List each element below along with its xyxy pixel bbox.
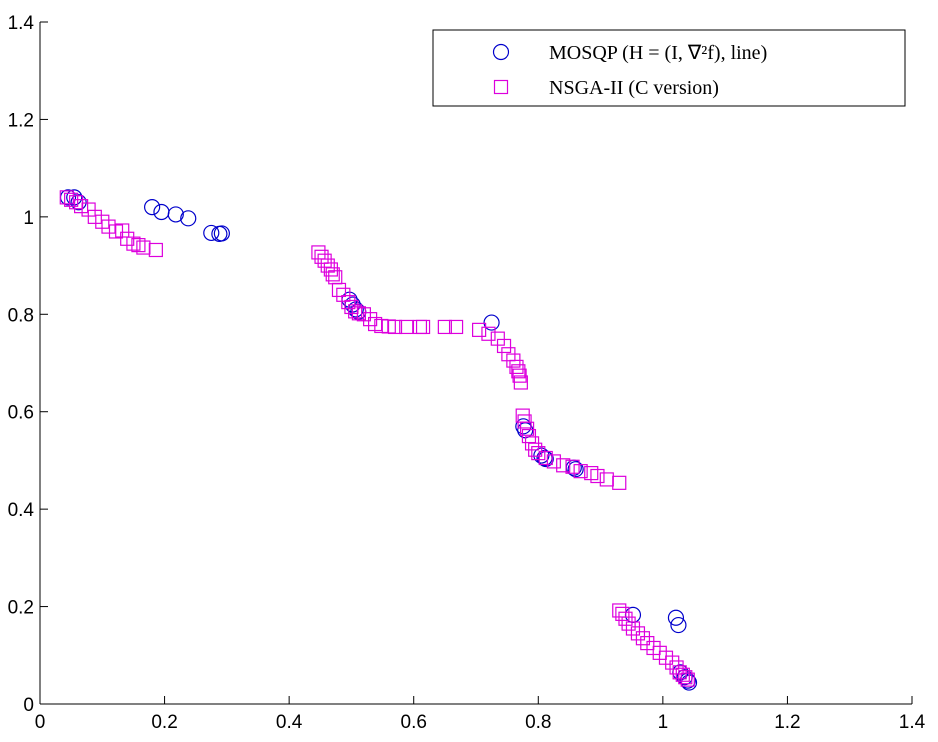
y-tick-label: 0 xyxy=(23,695,34,716)
y-tick-label: 1 xyxy=(23,208,34,229)
square-point xyxy=(599,472,614,487)
legend-square-marker xyxy=(493,79,509,95)
circle-point xyxy=(483,314,500,331)
square-point xyxy=(546,454,561,469)
square-point xyxy=(528,442,543,457)
square-point xyxy=(399,319,414,335)
square-point xyxy=(509,359,524,374)
circle-point xyxy=(567,461,584,478)
square-point xyxy=(678,670,693,685)
y-tick-label: 1.2 xyxy=(8,110,34,131)
square-point xyxy=(511,364,526,379)
square-point xyxy=(680,672,695,687)
circle-point xyxy=(70,194,87,211)
circle-point xyxy=(667,609,685,626)
circle-point xyxy=(180,210,197,227)
square-point xyxy=(538,450,553,466)
square-point xyxy=(472,322,487,337)
circle-point xyxy=(144,199,161,216)
circle-point xyxy=(670,616,687,634)
square-point xyxy=(665,655,680,670)
square-point xyxy=(556,458,571,473)
y-tick-label: 0.8 xyxy=(8,305,34,326)
y-tick-label: 0.4 xyxy=(8,500,35,521)
legend-label: MOSQP (H = (I, ∇²f), line) xyxy=(549,42,767,64)
square-point xyxy=(348,304,363,319)
x-tick-label: 1 xyxy=(658,712,669,733)
square-point xyxy=(412,319,428,335)
x-tick-label: 0.4 xyxy=(276,712,303,733)
square-point xyxy=(415,319,431,335)
square-point xyxy=(635,631,651,646)
legend-box xyxy=(432,29,906,107)
square-point xyxy=(351,306,367,321)
x-tick-label: 0.2 xyxy=(151,712,177,733)
square-point xyxy=(675,667,690,682)
series-1 xyxy=(59,190,695,687)
square-point xyxy=(517,414,532,429)
square-point xyxy=(590,468,605,484)
legend-circle-marker xyxy=(492,43,510,61)
square-point xyxy=(69,195,84,210)
legend-label: NSGA-II (C version) xyxy=(549,77,719,99)
square-point xyxy=(437,319,452,335)
square-point xyxy=(513,375,528,390)
square-point xyxy=(115,223,130,238)
square-point xyxy=(101,219,116,234)
square-point xyxy=(519,421,535,436)
square-point xyxy=(87,209,102,224)
square-point xyxy=(320,258,335,273)
square-point xyxy=(323,262,338,277)
circle-point xyxy=(167,206,184,223)
square-point xyxy=(148,242,163,258)
x-tick-label: 0 xyxy=(35,712,46,733)
square-point xyxy=(618,611,633,626)
square-point xyxy=(126,236,141,251)
series-0 xyxy=(59,189,698,691)
data-marks xyxy=(59,189,698,691)
square-point xyxy=(448,319,464,335)
y-tick-label: 0.2 xyxy=(8,598,34,619)
square-point xyxy=(573,464,588,479)
square-point xyxy=(612,475,627,490)
square-point xyxy=(331,282,347,298)
square-point xyxy=(625,621,641,636)
axes: 0 0.2 0.4 0.6 0.8 1 1.2 1.4 0 0.2 0.4 0.6 0.8 1 1.2 1.4 xyxy=(8,13,926,733)
square-point xyxy=(672,665,687,680)
circle-point xyxy=(153,203,170,221)
square-point xyxy=(630,626,646,641)
square-point xyxy=(74,199,89,214)
square-point xyxy=(565,459,580,474)
square-point xyxy=(387,319,403,335)
y-tick-label: 0.6 xyxy=(8,403,34,424)
square-point xyxy=(496,338,512,354)
square-point xyxy=(59,190,74,205)
legend: MOSQP (H = (I, ∇²f), line) NSGA-II (C ver… xyxy=(432,29,906,107)
circle-point xyxy=(203,224,220,242)
x-tick-label: 1.2 xyxy=(774,712,800,733)
x-tick-label: 0.8 xyxy=(525,712,551,733)
x-tick-label: 0.6 xyxy=(401,712,427,733)
square-point xyxy=(531,446,546,461)
square-point xyxy=(521,428,537,444)
square-point xyxy=(336,287,351,302)
x-tick-label: 1.4 xyxy=(899,712,926,733)
circle-point xyxy=(213,225,230,242)
square-point xyxy=(131,238,146,253)
square-point xyxy=(481,326,496,341)
square-point xyxy=(325,267,340,282)
square-point xyxy=(621,616,636,631)
square-point xyxy=(374,318,389,334)
y-tick-label: 1.4 xyxy=(8,13,35,34)
